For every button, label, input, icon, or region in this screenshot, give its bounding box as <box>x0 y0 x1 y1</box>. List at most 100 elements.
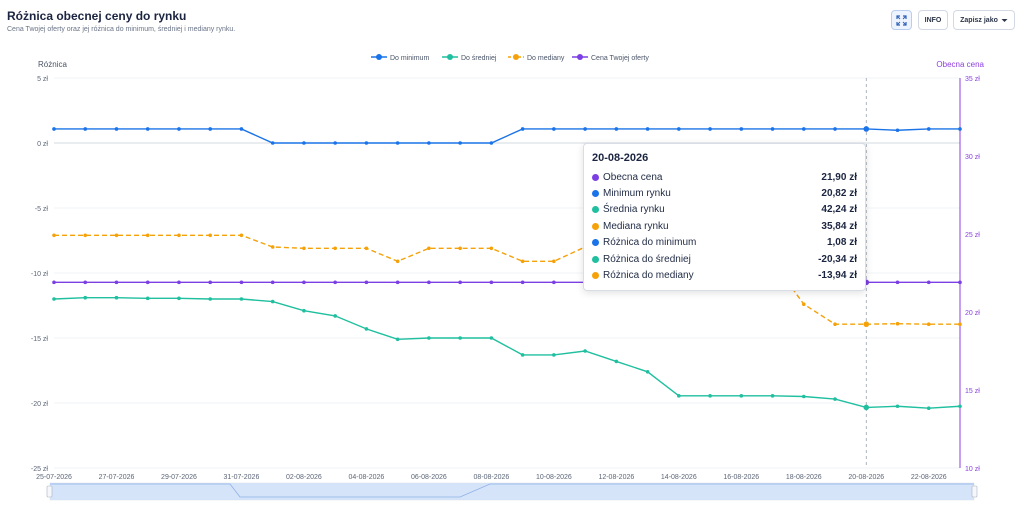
data-point <box>208 297 213 301</box>
data-point <box>114 233 119 238</box>
tooltip-row: Różnica do mediany -13,94 zł <box>592 267 857 283</box>
y-tick-label: 5 zł <box>37 76 48 83</box>
axes: 5 zł 0 zł -5 zł -10 zł -15 zł -20 zł -25 zł 35 … <box>31 76 980 481</box>
data-point <box>958 280 962 285</box>
data-point <box>801 127 806 131</box>
data-point <box>239 297 244 301</box>
tooltip-row: Różnica do średniej -20,34 zł <box>592 251 857 267</box>
data-point <box>208 127 213 131</box>
data-point <box>145 296 150 301</box>
chart-legend: Do minimum Do średniej Do mediany Cena Twoj… <box>371 54 649 62</box>
data-point <box>302 280 306 285</box>
data-point <box>801 302 806 307</box>
data-point <box>552 280 556 285</box>
navigator-selection[interactable] <box>50 483 974 500</box>
chart-title: Różnica obecnej ceny do rynku <box>7 9 187 23</box>
data-point <box>708 394 712 398</box>
x-tick-label: 25-07-2026 <box>36 474 72 481</box>
tooltip-value: 35,84 zł <box>821 220 857 232</box>
data-point <box>395 259 400 264</box>
tooltip-dot-icon <box>592 255 599 263</box>
data-point <box>302 308 306 313</box>
data-point <box>958 322 962 327</box>
data-point <box>583 349 587 353</box>
expand-button[interactable] <box>891 10 912 30</box>
x-tick-label: 02-08-2026 <box>286 474 322 481</box>
data-point <box>239 280 244 285</box>
data-point <box>645 127 650 131</box>
data-point <box>270 141 275 145</box>
data-point <box>458 336 462 340</box>
y2-tick-label: 30 zł <box>965 154 980 161</box>
x-tick-label: 20-08-2026 <box>848 474 884 481</box>
expand-icon <box>896 14 907 26</box>
chart-tooltip: 20-08-2026 Obecna cena 21,90 zł Minimum ry… <box>583 143 866 291</box>
x-tick-label: 22-08-2026 <box>911 474 947 481</box>
data-point <box>114 295 119 300</box>
data-point <box>739 394 744 398</box>
data-point <box>458 280 462 285</box>
tooltip-dot-icon <box>592 173 599 181</box>
data-point <box>177 296 181 301</box>
data-point <box>364 280 369 285</box>
x-tick-label: 16-08-2026 <box>723 474 759 481</box>
legend-label: Do minimum <box>390 55 429 62</box>
data-point <box>364 246 369 251</box>
y2-tick-label: 10 zł <box>965 466 980 473</box>
navigator-series <box>50 483 974 498</box>
data-point <box>958 404 962 409</box>
data-point <box>145 233 150 238</box>
tooltip-label: Różnica do mediany <box>603 270 694 282</box>
data-point <box>520 259 525 264</box>
y-tick-label: 0 zł <box>37 141 48 148</box>
navigator-handle-left[interactable] <box>46 485 53 498</box>
x-tick-label: 14-08-2026 <box>661 474 697 481</box>
tooltip-dot-icon <box>592 206 599 214</box>
data-point <box>645 370 650 374</box>
save-as-button[interactable]: Zapisz jako <box>953 10 1015 30</box>
data-point <box>863 404 870 411</box>
y2-tick-label: 25 zł <box>965 232 980 239</box>
tooltip-label: Różnica do minimum <box>603 237 697 249</box>
navigator-handle-right[interactable] <box>971 485 978 498</box>
data-point <box>427 141 431 145</box>
data-point <box>270 299 275 304</box>
y-tick-label: -20 zł <box>31 401 49 408</box>
data-point <box>333 314 337 318</box>
tooltip-value: 21,90 zł <box>821 171 857 183</box>
data-point <box>863 126 870 132</box>
data-point <box>739 127 744 131</box>
data-point <box>208 233 213 238</box>
tooltip-label: Obecna cena <box>603 171 663 183</box>
data-point <box>145 127 150 131</box>
data-point <box>833 397 837 401</box>
y2-tick-label: 15 zł <box>965 388 980 395</box>
tooltip-rows: Obecna cena 21,90 zł Minimum rynku 20,82 zł… <box>592 169 857 284</box>
data-point <box>177 233 181 238</box>
info-button[interactable]: INFO <box>918 10 948 30</box>
data-point <box>458 246 462 251</box>
data-point <box>708 127 712 131</box>
data-point <box>395 141 400 145</box>
data-point <box>52 280 56 285</box>
data-point <box>552 127 556 131</box>
data-point <box>145 280 150 285</box>
data-point <box>833 322 837 327</box>
range-navigator[interactable] <box>46 482 978 501</box>
data-point <box>395 337 400 342</box>
data-point <box>52 297 56 301</box>
tooltip-label: Minimum rynku <box>603 188 671 200</box>
y-tick-label: -5 zł <box>35 206 49 213</box>
data-point <box>489 141 494 145</box>
chart-subtitle: Cena Twojej oferty oraz jej różnica do m… <box>7 26 236 33</box>
data-point <box>677 127 681 131</box>
x-tick-label: 29-07-2026 <box>161 474 197 481</box>
x-tick-label: 12-08-2026 <box>598 474 634 481</box>
x-tick-label: 10-08-2026 <box>536 474 572 481</box>
data-point <box>958 127 962 131</box>
data-point <box>83 233 88 238</box>
tooltip-dot-icon <box>592 239 599 247</box>
data-point <box>333 141 337 145</box>
tooltip-row: Średnia rynku 42,24 zł <box>592 202 857 218</box>
data-point <box>614 127 619 131</box>
